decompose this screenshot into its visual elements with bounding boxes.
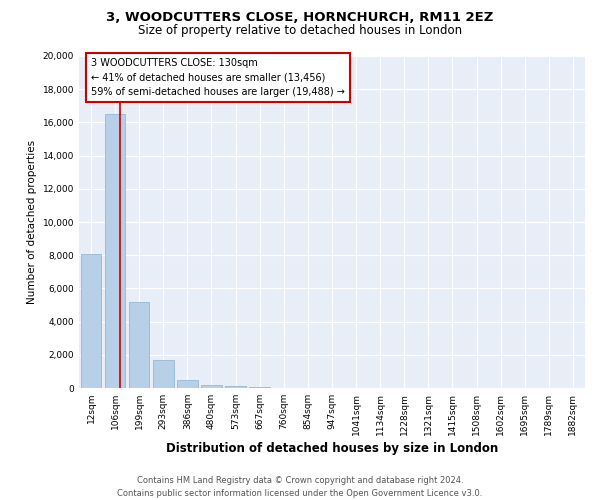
Bar: [129, 302, 149, 388]
Bar: [201, 384, 222, 388]
Text: 3 WOODCUTTERS CLOSE: 130sqm
← 41% of detached houses are smaller (13,456)
59% of: 3 WOODCUTTERS CLOSE: 130sqm ← 41% of det…: [91, 58, 345, 98]
Bar: [250, 387, 270, 388]
X-axis label: Distribution of detached houses by size in London: Distribution of detached houses by size …: [166, 442, 498, 455]
Text: Size of property relative to detached houses in London: Size of property relative to detached ho…: [138, 24, 462, 37]
Bar: [81, 254, 101, 388]
Text: Contains HM Land Registry data © Crown copyright and database right 2024.
Contai: Contains HM Land Registry data © Crown c…: [118, 476, 482, 498]
Bar: [226, 386, 246, 388]
Y-axis label: Number of detached properties: Number of detached properties: [27, 140, 37, 304]
Bar: [153, 360, 173, 388]
Bar: [105, 114, 125, 388]
Text: 3, WOODCUTTERS CLOSE, HORNCHURCH, RM11 2EZ: 3, WOODCUTTERS CLOSE, HORNCHURCH, RM11 2…: [106, 11, 494, 24]
Bar: [177, 380, 197, 388]
